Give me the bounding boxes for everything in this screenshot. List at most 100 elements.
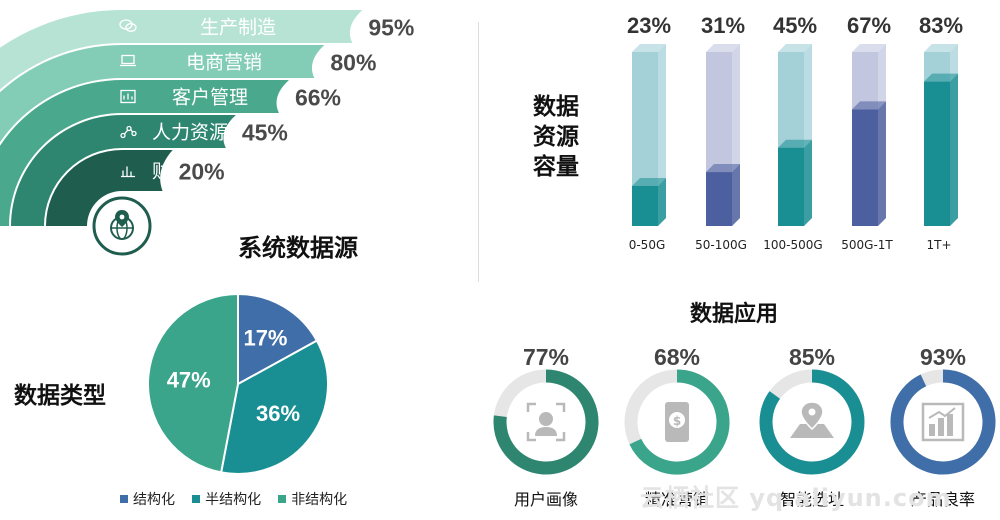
icon-part: [539, 412, 553, 426]
arc-value-label: 80%: [330, 50, 376, 76]
data-application-donuts: 77% 用户画像 68% 精准营销 $85% 智能选址 93% 产品良率: [493, 344, 996, 509]
arc-band-label: 财务: [152, 161, 190, 183]
bar-value-label: 83%: [919, 13, 963, 38]
icon-part: [126, 125, 132, 132]
data-type-title: 数据类型: [14, 383, 106, 409]
donut-arc: [759, 369, 865, 475]
pie-legend: 结构化 半结构化 非结构化: [120, 488, 359, 509]
legend-item-structured: 结构化: [120, 489, 175, 509]
bar-value-label: 67%: [847, 13, 891, 38]
pie-value-label: 36%: [256, 401, 300, 426]
bar-fill: [924, 81, 950, 226]
pie-value-label: 47%: [167, 367, 211, 392]
arc-value-label: 95%: [368, 15, 414, 41]
donut-value-label: 68%: [654, 344, 700, 370]
icon-part: [123, 129, 134, 135]
legend-label: 非结构化: [291, 492, 348, 508]
donut-arc: [493, 369, 599, 475]
legend-swatch: [278, 495, 287, 503]
donut-arc: [629, 369, 730, 475]
dashboard-icon: [120, 89, 136, 104]
legend-item-unstructured: 非结构化: [278, 489, 347, 509]
legend-swatch: [120, 495, 128, 503]
bar-fill-top: [706, 164, 740, 173]
donut-category-label: 用户画像: [514, 490, 578, 509]
icon-part: [938, 418, 944, 436]
network-icon: [120, 125, 137, 139]
bar-fill-side: [658, 177, 666, 226]
bar-background-top: [706, 44, 740, 52]
bar-background-top: [778, 44, 812, 52]
bar-fill-top: [924, 73, 958, 82]
arc-band-label: 客户管理: [172, 87, 248, 109]
icon-part: [120, 132, 126, 139]
data-type-pie-chart: 17% 36% 47%: [147, 292, 329, 475]
icon-part: [120, 89, 136, 104]
arc-band: [0, 80, 289, 226]
bar-fill-side: [950, 73, 958, 226]
bar-fill: [706, 172, 732, 226]
donut-value-label: 93%: [920, 344, 966, 370]
capacity-title-line-1: 数据: [533, 94, 579, 120]
legend-label: 半结构化: [205, 492, 262, 508]
data-application-title: 数据应用: [690, 302, 779, 327]
arc-band: [46, 150, 173, 226]
icon-part: $: [673, 414, 681, 428]
bar-fill-top: [778, 139, 812, 148]
section-divider: [478, 22, 479, 282]
globe-location-icon: [110, 210, 134, 240]
arc-band: [11, 115, 236, 226]
bar-background-top: [852, 44, 886, 52]
icon-part: [790, 424, 834, 438]
bar-value-label: 45%: [773, 13, 817, 38]
icon-part: [921, 402, 965, 442]
icon-part: [808, 408, 816, 416]
icon-part: [131, 130, 137, 137]
bar-fill-top: [632, 177, 666, 186]
icon-part: [121, 54, 135, 65]
map-pin-icon: [790, 401, 834, 438]
icon-part: [947, 414, 953, 436]
capacity-title-line-2: 资源: [533, 124, 579, 150]
bar-fill: [852, 109, 878, 226]
icon-part: [121, 166, 135, 178]
chat-bubble-icon: [119, 19, 137, 32]
icon-part: [119, 214, 125, 220]
system-source-title: 系统数据源: [238, 234, 358, 262]
bar-fill: [778, 147, 804, 226]
donut-category-label: 精准营销: [645, 490, 709, 509]
donut-value-label: 77%: [523, 344, 569, 370]
legend-swatch: [192, 495, 201, 503]
bar-value-label: 23%: [627, 13, 671, 38]
arc-band-label: 生产制造: [200, 17, 276, 39]
donut-arc: [890, 369, 996, 475]
bar-category-label: 1T+: [926, 238, 951, 252]
bar-category-label: 100-500G: [763, 238, 822, 252]
icon-part: [125, 23, 137, 32]
bar-value-label: 31%: [701, 13, 745, 38]
watermark-text: 云栖社区 yq.aliyun.com: [640, 484, 952, 512]
pie-slice: [219, 339, 329, 475]
bar-chart-icon: [121, 166, 135, 178]
pie-slice: [237, 292, 319, 386]
bar-category-label: 0-50G: [629, 238, 666, 252]
icon-part: [535, 427, 557, 436]
bar-background-top: [924, 44, 958, 52]
icon-part: [928, 407, 956, 419]
legend-item-semi-structured: 半结构化: [192, 489, 261, 509]
arc-band-label: 电商营销: [186, 52, 262, 74]
icon-part: [669, 412, 685, 428]
capacity-bar-chart: 23% 0-50G 31% 50-100G 45% 100-500G 67% 500G-1T 8…: [627, 13, 963, 252]
arc-value-label: 66%: [295, 85, 341, 111]
pie-value-label: 17%: [243, 326, 287, 351]
bar-fill-side: [732, 164, 740, 226]
icon-part: [526, 402, 566, 442]
laptop-icon: [120, 54, 136, 67]
donut-category-label: 智能选址: [780, 490, 844, 509]
donut-category-label: 产品良率: [911, 490, 975, 509]
bar-fill-side: [878, 101, 886, 226]
icon-part: [929, 424, 935, 436]
arc-value-label: 20%: [179, 159, 225, 185]
bar-background-top: [632, 44, 666, 52]
capacity-title: 数据 资源 容量: [533, 92, 579, 182]
